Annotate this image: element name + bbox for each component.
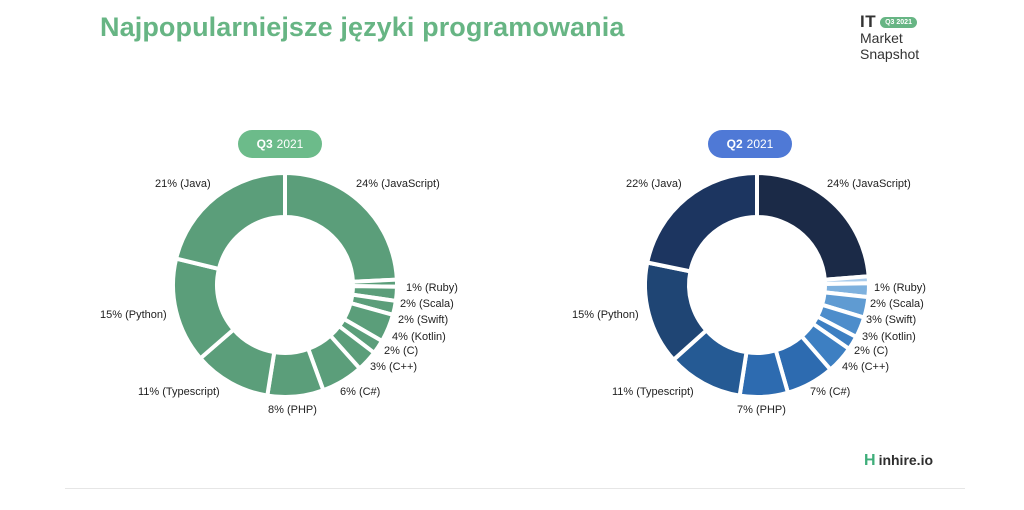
pill-year: 2021 xyxy=(276,137,304,151)
label-javascript: 24% (JavaScript) xyxy=(356,178,440,190)
period-pill-q3: Q3 2021 xyxy=(238,130,322,158)
brand-line-snapshot: Snapshot xyxy=(860,46,920,62)
pill-period: Q3 xyxy=(256,137,273,151)
label-php: 7% (PHP) xyxy=(737,404,786,416)
label-cplusplus: 3% (C++) xyxy=(370,361,417,373)
slice-java xyxy=(173,170,287,272)
label-java: 22% (Java) xyxy=(626,178,682,190)
label-scala: 2% (Scala) xyxy=(400,298,454,310)
label-javascript: 24% (JavaScript) xyxy=(827,178,911,190)
inhire-logo-text: inhire.io xyxy=(878,452,934,468)
pill-year: 2021 xyxy=(746,137,774,151)
label-c: 2% (C) xyxy=(384,345,418,357)
label-ruby: 1% (Ruby) xyxy=(406,282,458,294)
footer-divider xyxy=(65,488,965,489)
brand-badge: Q3 2021 xyxy=(880,17,917,28)
label-swift: 3% (Swift) xyxy=(866,314,916,326)
label-java: 21% (Java) xyxy=(155,178,211,190)
label-kotlin: 4% (Kotlin) xyxy=(392,331,446,343)
period-pill-q2: Q2 2021 xyxy=(708,130,792,158)
label-c: 2% (C) xyxy=(854,345,888,357)
brand-it: IT xyxy=(860,12,877,31)
label-typescript: 11% (Typescript) xyxy=(138,386,220,398)
label-python: 15% (Python) xyxy=(100,309,167,321)
page-title: Najpopularniejsze języki programowania xyxy=(100,12,625,42)
label-cplusplus: 4% (C++) xyxy=(842,361,889,373)
label-csharp: 7% (C#) xyxy=(810,386,850,398)
brand-line-market: Market xyxy=(860,30,903,46)
label-php: 8% (PHP) xyxy=(268,404,317,416)
label-python: 15% (Python) xyxy=(572,309,639,321)
label-swift: 2% (Swift) xyxy=(398,314,448,326)
label-csharp: 6% (C#) xyxy=(340,386,380,398)
label-scala: 2% (Scala) xyxy=(870,298,924,310)
label-kotlin: 3% (Kotlin) xyxy=(862,331,916,343)
slice-java xyxy=(644,170,759,274)
label-typescript: 11% (Typescript) xyxy=(612,386,694,398)
market-snapshot-logo: IT Q3 2021 Market Snapshot xyxy=(860,12,970,62)
pill-period: Q2 xyxy=(726,137,743,151)
inhire-logo-icon: H xyxy=(864,452,876,469)
label-ruby: 1% (Ruby) xyxy=(874,282,926,294)
